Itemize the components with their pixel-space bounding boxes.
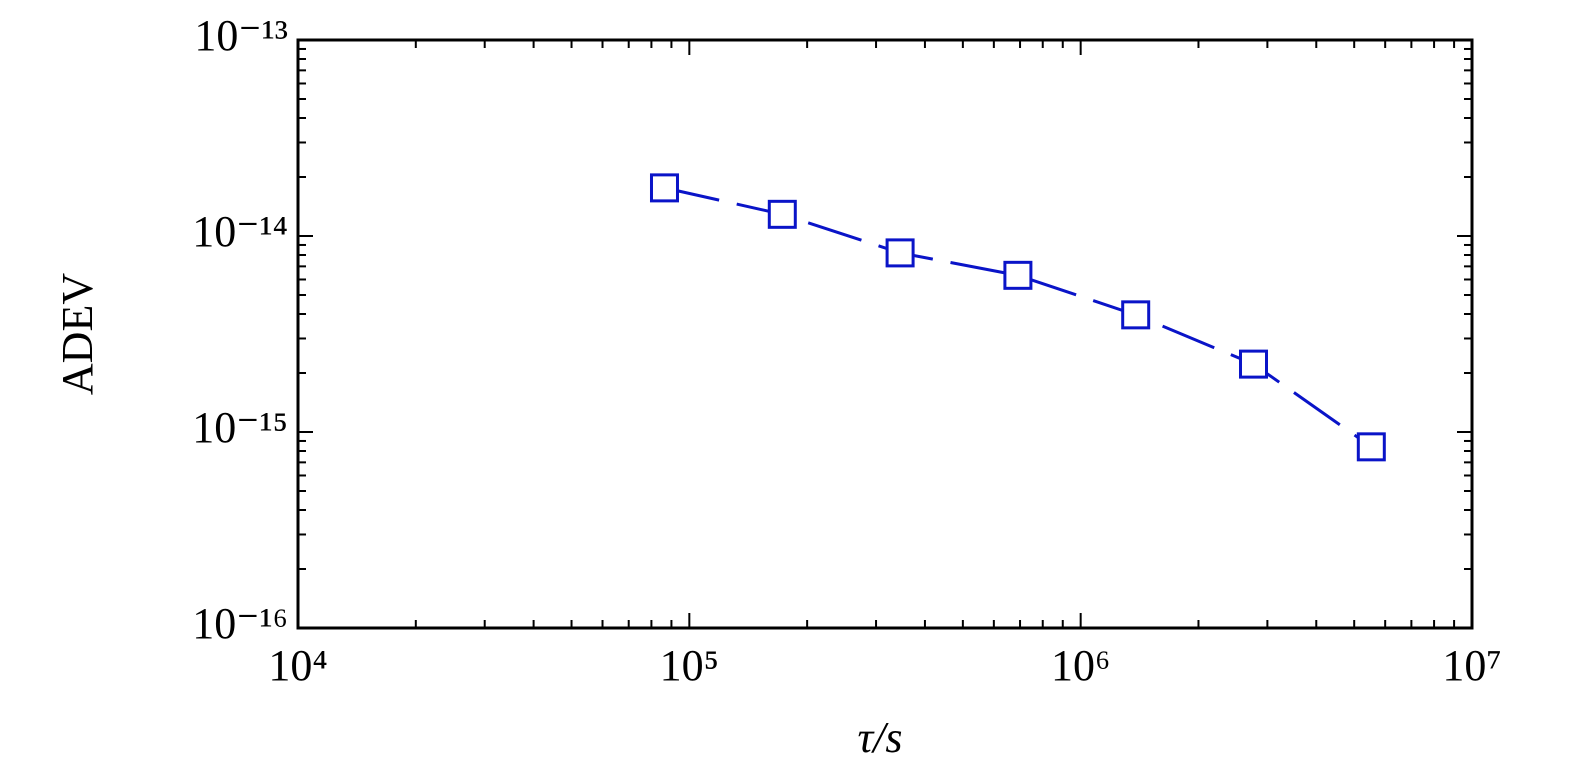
x-tick-label: 10⁶ [1051,641,1110,690]
y-tick-label: 10⁻¹⁵ [192,403,288,452]
x-tick-label: 10⁷ [1442,641,1501,690]
x-tick-label: 10⁵ [660,641,719,690]
y-axis-label: ADEV [53,273,102,395]
y-tick-label: 10⁻¹⁴ [192,207,288,256]
data-marker [767,199,797,229]
x-axis-label: τ/s [857,713,902,762]
data-marker [885,238,915,268]
y-tick-label: 10⁻¹⁶ [192,599,288,648]
x-tick-label: 10⁴ [268,641,327,690]
y-tick-label: 10⁻¹³ [194,11,288,60]
data-marker [1003,260,1033,290]
data-marker [1239,349,1269,379]
plot-frame [296,38,1474,630]
data-marker [1356,432,1386,462]
data-marker [649,173,679,203]
data-marker [1121,300,1151,330]
